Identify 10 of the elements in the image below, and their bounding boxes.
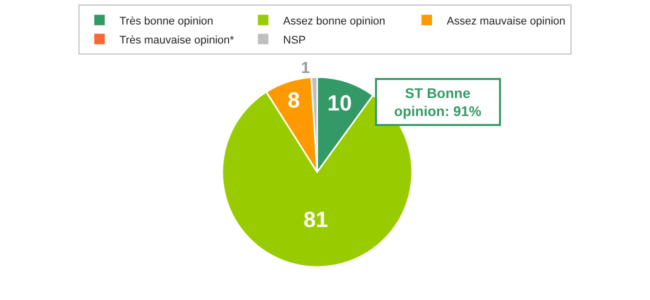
data-label: 81 <box>303 206 328 232</box>
legend-label: NSP <box>283 34 306 46</box>
legend-label: Très mauvaise opinion* <box>120 34 235 46</box>
legend-label: Assez mauvaise opinion <box>446 15 566 28</box>
legend-label: Très bonne opinion <box>120 15 214 28</box>
text: ST Bonne opinion: 91% <box>394 85 482 120</box>
legend-label: Assez bonne opinion <box>283 15 386 28</box>
data-label: 10 <box>327 90 352 116</box>
data-label: 8 <box>288 87 300 112</box>
data-label: 1 <box>300 60 310 78</box>
